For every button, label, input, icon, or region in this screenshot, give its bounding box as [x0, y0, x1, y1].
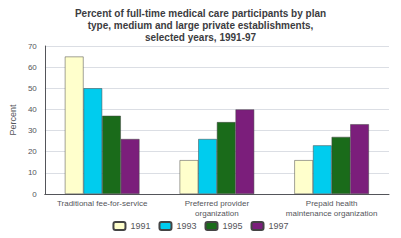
svg-text:1995: 1995: [223, 221, 243, 231]
svg-text:1997: 1997: [269, 221, 289, 231]
svg-text:1993: 1993: [176, 221, 196, 231]
svg-text:Traditional fee-for-service: Traditional fee-for-service: [57, 199, 148, 208]
svg-text:maintenance organization: maintenance organization: [286, 209, 378, 218]
svg-text:30: 30: [28, 126, 37, 135]
svg-text:70: 70: [28, 42, 37, 51]
svg-text:selected years, 1991-97: selected years, 1991-97: [145, 32, 257, 43]
svg-text:organization: organization: [195, 209, 239, 218]
svg-text:0: 0: [32, 190, 37, 199]
svg-text:1991: 1991: [130, 221, 150, 231]
svg-text:20: 20: [28, 147, 37, 156]
svg-text:Preferred provider: Preferred provider: [185, 199, 250, 208]
svg-text:50: 50: [28, 84, 37, 93]
svg-text:Percent: Percent: [8, 104, 18, 136]
svg-text:40: 40: [28, 105, 37, 114]
svg-text:60: 60: [28, 63, 37, 72]
svg-text:type, medium and large private: type, medium and large private establish…: [88, 20, 314, 31]
svg-text:Prepaid health: Prepaid health: [306, 199, 358, 208]
svg-text:10: 10: [28, 168, 37, 177]
svg-text:Percent of full-time medical c: Percent of full-time medical care partic…: [75, 8, 326, 19]
